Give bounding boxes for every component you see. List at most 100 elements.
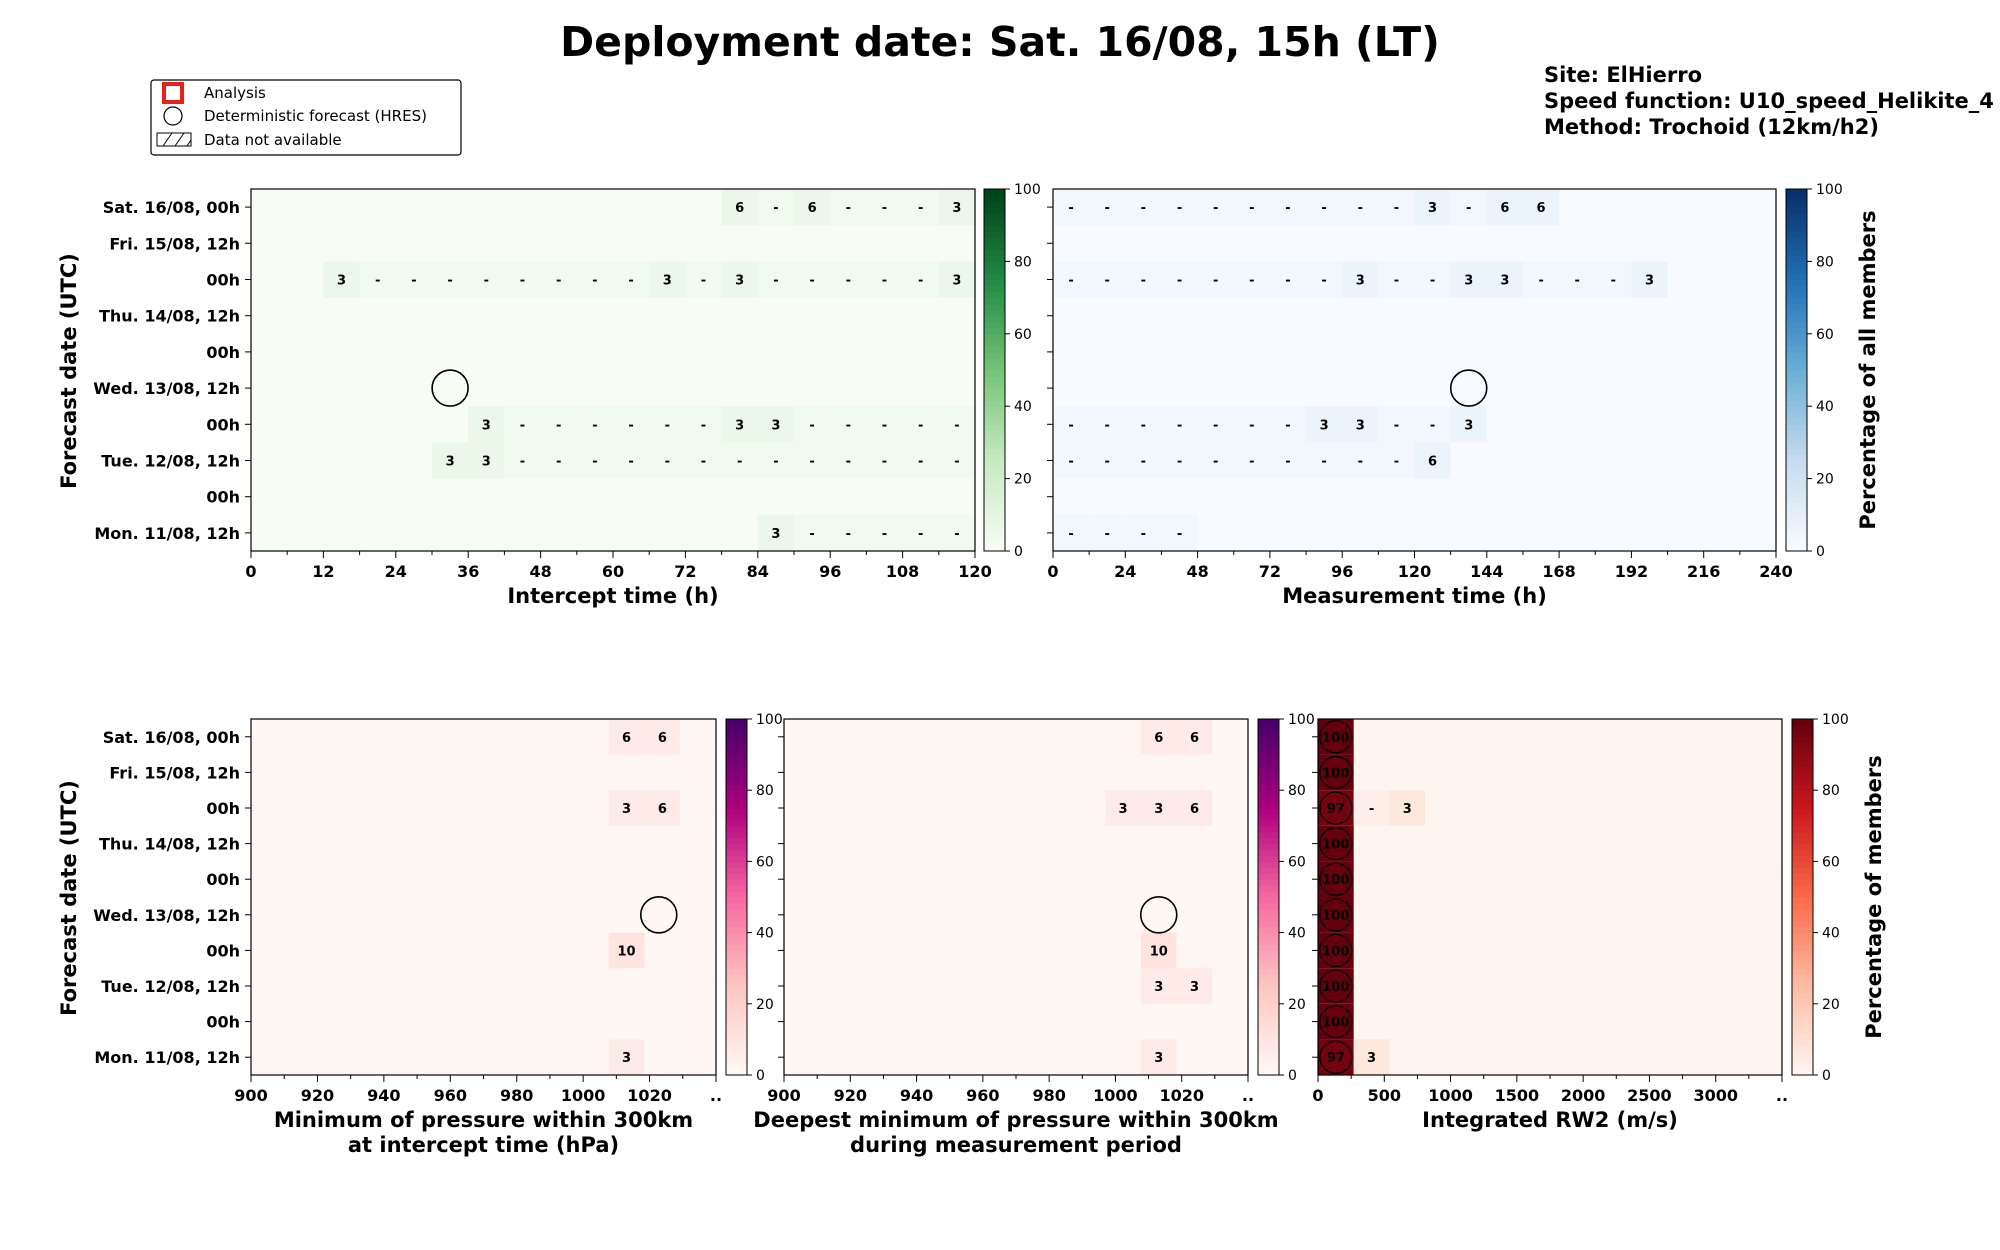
heatmap-cell bbox=[685, 406, 722, 443]
x-tick-label: 980 bbox=[500, 1086, 533, 1105]
cell-label: - bbox=[1213, 455, 1218, 470]
colorbar-segment bbox=[1792, 802, 1813, 809]
cell-label: - bbox=[1249, 418, 1254, 433]
heatmap-cell bbox=[608, 790, 645, 826]
heatmap-cell bbox=[608, 1039, 645, 1075]
hatch-line bbox=[174, 132, 185, 147]
colorbar-segment bbox=[1786, 297, 1807, 305]
heatmap-cell bbox=[576, 406, 613, 443]
cell-label: - bbox=[1538, 274, 1543, 289]
cell-label: - bbox=[882, 201, 887, 216]
cell-label: - bbox=[1285, 201, 1290, 216]
colorbar-segment bbox=[1258, 790, 1279, 797]
colorbar-segment bbox=[984, 273, 1005, 281]
colorbar-segment bbox=[1792, 944, 1813, 951]
colorbar-tick-label: 100 bbox=[1822, 712, 1849, 728]
colorbar-segment bbox=[984, 460, 1005, 468]
cell-label: 3 bbox=[1464, 274, 1473, 289]
colorbar-segment bbox=[984, 339, 1005, 347]
heatmap-cell bbox=[938, 261, 975, 298]
heatmap-cell bbox=[1197, 406, 1234, 443]
colorbar-segment bbox=[1786, 285, 1807, 293]
cell-label: - bbox=[1249, 274, 1254, 289]
heatmap-cell bbox=[644, 790, 681, 826]
colorbar-segment bbox=[984, 544, 1005, 552]
x-tick-label: 1020 bbox=[1159, 1086, 1204, 1105]
cell-label: 100 bbox=[1322, 838, 1349, 853]
colorbar-frame bbox=[983, 188, 1006, 552]
cell-label: 100 bbox=[1322, 731, 1349, 746]
colorbar-segment bbox=[1786, 237, 1807, 244]
y-tick-label: 00h bbox=[206, 799, 240, 818]
x-tick-label: 2500 bbox=[1627, 1086, 1672, 1105]
cell-label: - bbox=[918, 274, 923, 289]
heatmap-cell bbox=[1318, 897, 1354, 933]
colorbar-segment bbox=[984, 315, 1005, 323]
x-tick-label: 144 bbox=[1470, 562, 1503, 581]
cell-label: 10 bbox=[1150, 944, 1168, 959]
colorbar-segment bbox=[726, 1051, 747, 1058]
cell-label: 3 bbox=[1190, 980, 1199, 995]
cell-label: - bbox=[1213, 274, 1218, 289]
colorbar-segment bbox=[726, 991, 747, 999]
x-tick-label: 120 bbox=[1398, 562, 1431, 581]
colorbar-segment bbox=[1258, 944, 1279, 951]
colorbar-segment bbox=[1786, 400, 1807, 407]
heatmap-cell bbox=[540, 261, 577, 298]
colorbar-segment bbox=[1792, 932, 1813, 940]
colorbar-tick-label: 20 bbox=[756, 997, 774, 1013]
colorbar-segment bbox=[984, 502, 1005, 510]
heatmap-cell bbox=[721, 406, 758, 443]
colorbar-segment bbox=[1786, 303, 1807, 311]
colorbar-segment bbox=[1786, 412, 1807, 419]
cell-label: - bbox=[809, 527, 814, 542]
colorbar-segment bbox=[1786, 189, 1807, 196]
colorbar-segment bbox=[984, 363, 1005, 371]
heatmap-cell bbox=[1197, 261, 1234, 298]
colorbar-tick-label: 80 bbox=[1822, 783, 1840, 799]
hres-marker bbox=[1319, 1040, 1353, 1074]
cell-label: - bbox=[773, 274, 778, 289]
y-tick-label: 00h bbox=[206, 343, 240, 362]
colorbar-segment bbox=[984, 484, 1005, 492]
colorbar-segment bbox=[1786, 201, 1807, 208]
cell-label: - bbox=[1068, 201, 1073, 216]
colorbar-segment bbox=[1792, 754, 1813, 762]
colorbar-tick-label: 20 bbox=[1014, 472, 1032, 488]
colorbar-segment bbox=[1792, 1063, 1813, 1070]
colorbar-segment bbox=[726, 802, 747, 809]
colorbar-segment bbox=[1786, 309, 1807, 317]
cell-label: 3 bbox=[1645, 274, 1654, 289]
heatmap-cell bbox=[866, 261, 903, 298]
colorbar-segment bbox=[1792, 956, 1813, 963]
colorbar-segment bbox=[726, 932, 747, 940]
x-tick-label: 1500 bbox=[1495, 1086, 1540, 1105]
colorbar-segment bbox=[1258, 825, 1279, 833]
colorbar-segment bbox=[984, 466, 1005, 474]
colorbar-segment bbox=[726, 825, 747, 833]
colorbar-segment bbox=[1258, 778, 1279, 785]
heatmap-cell bbox=[1269, 442, 1307, 479]
colorbar-segment bbox=[726, 908, 747, 916]
x-tick-label: 2000 bbox=[1561, 1086, 1606, 1105]
x-tick-label: 920 bbox=[301, 1086, 334, 1105]
x-tick-label: 1000 bbox=[561, 1086, 606, 1105]
colorbar-segment bbox=[1792, 748, 1813, 756]
cell-label: - bbox=[1358, 455, 1363, 470]
heatmap-cell bbox=[1233, 406, 1270, 443]
heatmap-cell bbox=[1053, 189, 1090, 226]
heatmap-cell bbox=[608, 719, 645, 755]
cell-label: - bbox=[1105, 201, 1110, 216]
x-axis-label: Measurement time (h) bbox=[1282, 584, 1547, 608]
heatmap-cell bbox=[1595, 261, 1632, 298]
heatmap-cell bbox=[757, 442, 794, 479]
heatmap-cell bbox=[1233, 442, 1270, 479]
heatmap-cell bbox=[938, 406, 975, 443]
colorbar-tick-label: 20 bbox=[1288, 997, 1306, 1013]
cell-label: - bbox=[592, 418, 597, 433]
cell-label: - bbox=[1466, 201, 1471, 216]
colorbar-segment bbox=[1786, 508, 1807, 516]
cell-label: 3 bbox=[337, 274, 346, 289]
hres-marker bbox=[1319, 755, 1353, 790]
y-tick-label: Wed. 13/08, 12h bbox=[93, 906, 240, 925]
